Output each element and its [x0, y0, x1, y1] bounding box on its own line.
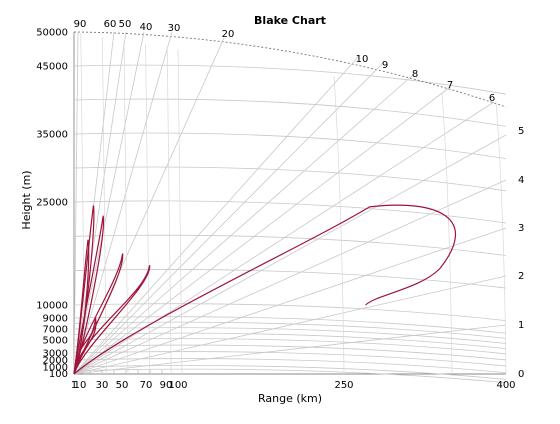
- height-contour: [73, 269, 507, 289]
- lobe-2: [73, 239, 90, 375]
- right-tick-label: 4: [518, 175, 524, 186]
- y-tick-label: 100: [49, 369, 68, 380]
- angle-label: 20: [222, 29, 235, 40]
- angle-label: 60: [104, 19, 117, 30]
- x-tick-label: 90: [160, 380, 173, 391]
- right-tick-label: 1: [518, 320, 524, 331]
- lobe-3: [73, 253, 124, 375]
- angle-label: 6: [489, 93, 495, 104]
- height-contour: [73, 358, 507, 374]
- grid-layer: [73, 31, 507, 384]
- x-tick-label: 30: [96, 380, 109, 391]
- y-tick-label: 45000: [36, 62, 68, 73]
- x-tick-label: 250: [334, 380, 353, 391]
- y-tick-label: 7000: [43, 325, 68, 336]
- elevation-ray: [73, 31, 127, 375]
- chart-title: Blake Chart: [254, 14, 326, 27]
- height-contour: [73, 365, 507, 380]
- height-contour: [73, 132, 507, 159]
- x-axis-label: Range (km): [258, 392, 322, 405]
- angle-label: 90: [74, 19, 87, 30]
- elevation-ray: [73, 227, 507, 375]
- elevation-ray: [73, 86, 451, 375]
- elevation-ray: [73, 31, 79, 375]
- angle-label: 8: [412, 69, 418, 80]
- height-contour: [73, 351, 507, 367]
- angle-label: 30: [168, 23, 181, 34]
- elevation-ray: [73, 31, 145, 375]
- angle-label: 7: [447, 80, 453, 91]
- height-contour: [73, 316, 507, 334]
- height-contour: [73, 321, 507, 339]
- x-tick-label: 70: [140, 380, 153, 391]
- lobe-6: [73, 204, 457, 375]
- range-line: [333, 75, 345, 375]
- elevation-ray: [73, 324, 507, 375]
- height-contour: [73, 166, 507, 192]
- x-tick-label: 400: [496, 380, 515, 391]
- outer-boundary: [73, 31, 507, 108]
- range-line: [495, 101, 507, 375]
- x-tick-label: 100: [168, 380, 187, 391]
- y-tick-label: 25000: [36, 198, 68, 209]
- elevation-ray: [73, 179, 507, 375]
- range-line: [166, 47, 172, 375]
- elevation-ray: [73, 61, 385, 375]
- elevation-ray: [73, 275, 507, 375]
- x-tick-label: 1: [71, 380, 77, 391]
- y-tick-label: 50000: [36, 28, 68, 39]
- height-contour: [73, 368, 507, 384]
- range-line: [177, 49, 183, 375]
- y-tick-label: 10000: [36, 301, 68, 312]
- height-contour: [73, 327, 507, 344]
- angle-label: 10: [356, 54, 369, 65]
- elevation-ray: [73, 31, 173, 375]
- elevation-ray: [73, 134, 507, 375]
- y-tick-label: 5000: [43, 336, 68, 347]
- angle-label: 9: [382, 60, 388, 71]
- range-line: [123, 40, 129, 375]
- x-tick-label: 10: [74, 380, 87, 391]
- x-tick-label: 50: [116, 380, 129, 391]
- height-contour: [73, 200, 507, 224]
- lobe-layer: [73, 204, 457, 375]
- label-layer: 1001000200030005000700090001000025000350…: [36, 19, 524, 391]
- lobe-5: [73, 317, 97, 375]
- angle-label: 50: [119, 19, 132, 30]
- angle-label: 40: [140, 22, 153, 33]
- range-line: [80, 33, 86, 375]
- right-tick-label: 0: [518, 369, 524, 380]
- y-tick-label: 3000: [43, 349, 68, 360]
- right-tick-label: 5: [518, 126, 524, 137]
- lobe-1: [73, 215, 105, 375]
- elevation-ray: [73, 101, 495, 375]
- height-contour: [73, 98, 507, 127]
- y-tick-label: 35000: [36, 130, 68, 141]
- height-contour: [73, 64, 507, 95]
- elevation-ray: [73, 55, 360, 375]
- right-tick-label: 2: [518, 271, 524, 282]
- right-tick-label: 3: [518, 223, 524, 234]
- y-axis-label: Height (m): [20, 170, 33, 229]
- range-line: [145, 44, 150, 375]
- y-tick-label: 9000: [43, 314, 68, 325]
- y-tick-label: 2000: [43, 356, 68, 367]
- elevation-ray: [73, 73, 415, 375]
- height-contour: [73, 234, 507, 256]
- y-tick-label: 1000: [43, 363, 68, 374]
